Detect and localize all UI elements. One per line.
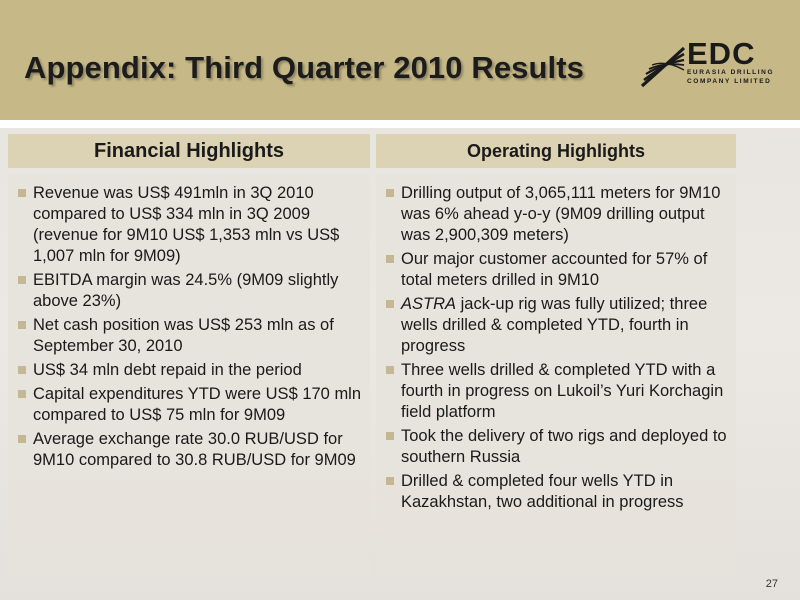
list-item-text: Average exchange rate 30.0 RUB/USD for 9… — [33, 430, 356, 469]
list-item-text: Revenue was US$ 491mln in 3Q 2010 compar… — [33, 184, 340, 265]
bullet-square-icon — [386, 189, 394, 197]
list-item-text: ASTRA jack-up rig was fully utilized; th… — [401, 295, 707, 355]
list-item-text: Net cash position was US$ 253 mln as of … — [33, 316, 334, 355]
list-item-text: Our major customer accounted for 57% of … — [401, 250, 708, 289]
list-item-text: Took the delivery of two rigs and deploy… — [401, 427, 727, 466]
bullet-square-icon — [18, 189, 26, 197]
bullet-square-icon — [386, 477, 394, 485]
list-item: Revenue was US$ 491mln in 3Q 2010 compar… — [16, 183, 364, 267]
list-item: Net cash position was US$ 253 mln as of … — [16, 315, 364, 357]
bullet-square-icon — [18, 276, 26, 284]
list-item-text-rest: jack-up rig was fully utilized; three we… — [401, 295, 708, 355]
list-item: Three wells drilled & completed YTD with… — [384, 360, 730, 423]
bullet-square-icon — [18, 366, 26, 374]
bullet-square-icon — [386, 366, 394, 374]
header-divider — [0, 120, 800, 128]
logo-subtitle: EURASIA DRILLING COMPANY LIMITED — [687, 68, 774, 86]
list-item: Drilling output of 3,065,111 meters for … — [384, 183, 730, 246]
bullet-square-icon — [18, 435, 26, 443]
page-title: Appendix: Third Quarter 2010 Results — [24, 50, 585, 85]
wave-stripes-icon — [640, 46, 686, 88]
bullet-square-icon — [18, 321, 26, 329]
list-item-text: Capital expenditures YTD were US$ 170 ml… — [33, 385, 362, 424]
list-item-text: US$ 34 mln debt repaid in the period — [33, 361, 302, 379]
list-item: US$ 34 mln debt repaid in the period — [16, 360, 364, 381]
list-item-text: Three wells drilled & completed YTD with… — [401, 361, 724, 421]
bullet-square-icon — [18, 390, 26, 398]
list-item: Our major customer accounted for 57% of … — [384, 249, 730, 291]
operating-highlights-heading: Operating Highlights — [376, 134, 736, 168]
header-band — [0, 0, 800, 120]
financial-highlights-list: Revenue was US$ 491mln in 3Q 2010 compar… — [8, 175, 370, 471]
financial-highlights-heading: Financial Highlights — [8, 134, 370, 168]
list-item: Capital expenditures YTD were US$ 170 ml… — [16, 384, 364, 426]
list-item: EBITDA margin was 24.5% (9M09 slightly a… — [16, 270, 364, 312]
bullet-square-icon — [386, 300, 394, 308]
logo-subtitle-line2: COMPANY LIMITED — [687, 78, 772, 85]
list-item: Average exchange rate 30.0 RUB/USD for 9… — [16, 429, 364, 471]
bullet-square-icon — [386, 432, 394, 440]
logo-wordmark: EDC — [687, 36, 756, 71]
page-number: 27 — [765, 578, 778, 590]
list-item: Took the delivery of two rigs and deploy… — [384, 426, 730, 468]
list-item-text: Drilled & completed four wells YTD in Ka… — [401, 472, 684, 511]
logo-subtitle-line1: EURASIA DRILLING — [687, 69, 775, 76]
financial-highlights-panel: Revenue was US$ 491mln in 3Q 2010 compar… — [8, 175, 370, 577]
list-item-text: EBITDA margin was 24.5% (9M09 slightly a… — [33, 271, 339, 310]
bullet-square-icon — [386, 255, 394, 263]
list-item: Drilled & completed four wells YTD in Ka… — [384, 471, 730, 513]
operating-highlights-panel: Drilling output of 3,065,111 meters for … — [376, 175, 736, 577]
company-logo: EDC EURASIA DRILLING COMPANY LIMITED — [640, 34, 775, 94]
operating-highlights-list: Drilling output of 3,065,111 meters for … — [376, 175, 736, 513]
rig-name: ASTRA — [401, 295, 457, 313]
list-item-text: Drilling output of 3,065,111 meters for … — [401, 184, 721, 244]
list-item: ASTRA jack-up rig was fully utilized; th… — [384, 294, 730, 357]
